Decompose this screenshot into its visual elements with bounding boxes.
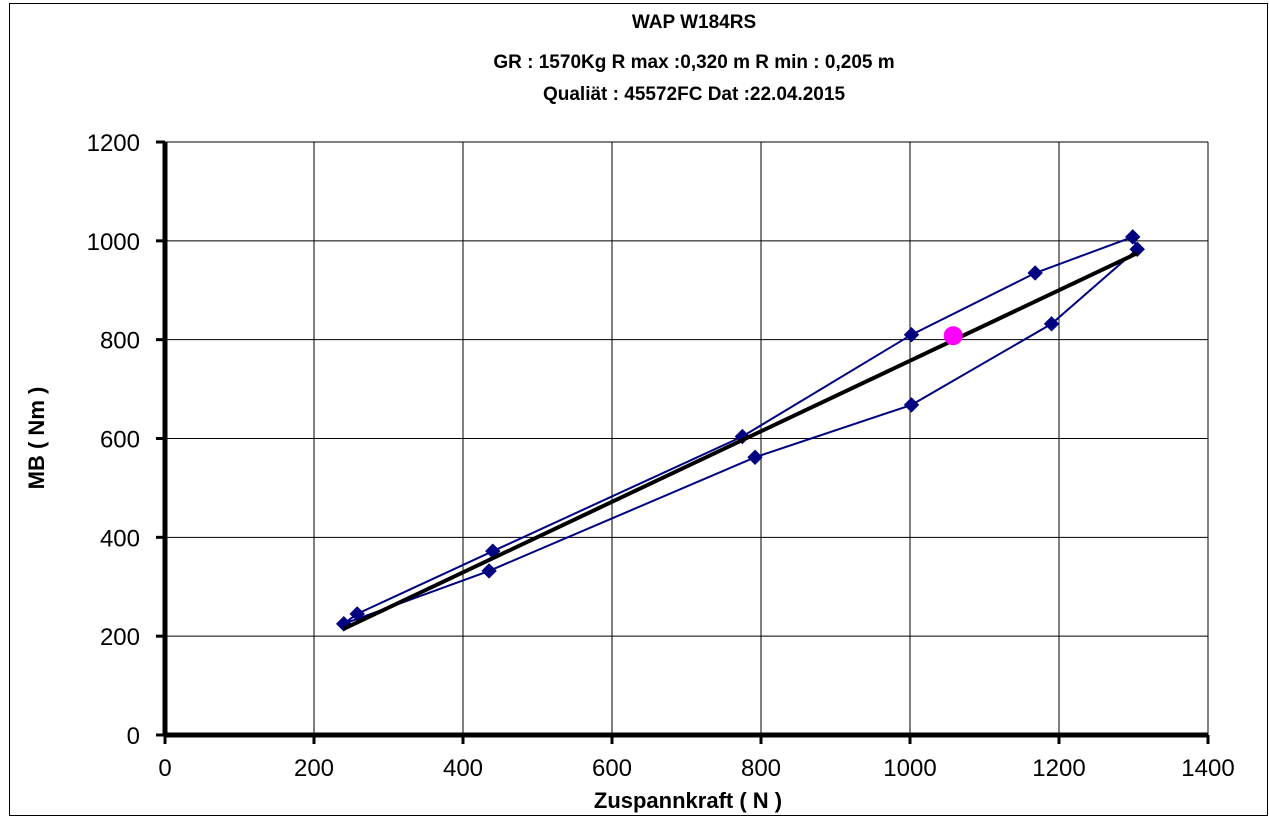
circle-marker (943, 326, 963, 346)
y-tick-label: 1000 (87, 229, 140, 256)
axes (156, 140, 1210, 744)
diamond-marker (1125, 229, 1141, 245)
x-tick-label: 1200 (1032, 755, 1085, 782)
y-tick-label: 600 (100, 427, 140, 454)
diamond-marker (747, 449, 763, 465)
gridlines (165, 141, 1209, 735)
chart-title: WAP W184RS GR : 1570Kg R max :0,320 m R … (493, 12, 894, 105)
x-axis-label: Zuspannkraft ( N ) (594, 788, 782, 813)
y-tick-label: 1200 (87, 130, 140, 157)
trend-line (342, 251, 1139, 631)
chart-frame (9, 3, 1268, 816)
diamond-marker (903, 327, 920, 343)
diamond-marker (903, 397, 920, 413)
chart-title-line-2: GR : 1570Kg R max :0,320 m R min : 0,205… (493, 52, 894, 73)
diamond-marker (1027, 265, 1043, 281)
x-tick-label: 400 (443, 755, 483, 782)
y-axis-label: MB ( Nm ) (24, 387, 49, 490)
chart-title-line-3: Qualiät : 45572FC Dat :22.04.2015 (543, 84, 845, 105)
x-tick-label: 200 (294, 755, 334, 782)
x-tick-label: 800 (741, 755, 781, 782)
y-tick-label: 0 (127, 723, 140, 750)
x-tick-label: 1000 (883, 755, 936, 782)
y-tick-label: 800 (100, 328, 140, 355)
diamond-marker (481, 563, 497, 579)
x-tick-label: 0 (158, 755, 171, 782)
x-tick-label: 600 (592, 755, 632, 782)
series (336, 229, 1145, 632)
chart-title-line-1: WAP W184RS (632, 12, 756, 33)
tick-labels: 0 200 400 600 800 1000 1200 1400 0 200 400 600 800 10… (87, 130, 1235, 782)
x-tick-label: 1400 (1181, 755, 1234, 782)
y-tick-label: 200 (100, 624, 140, 651)
y-tick-label: 400 (100, 525, 140, 552)
diamond-marker (1043, 316, 1060, 332)
